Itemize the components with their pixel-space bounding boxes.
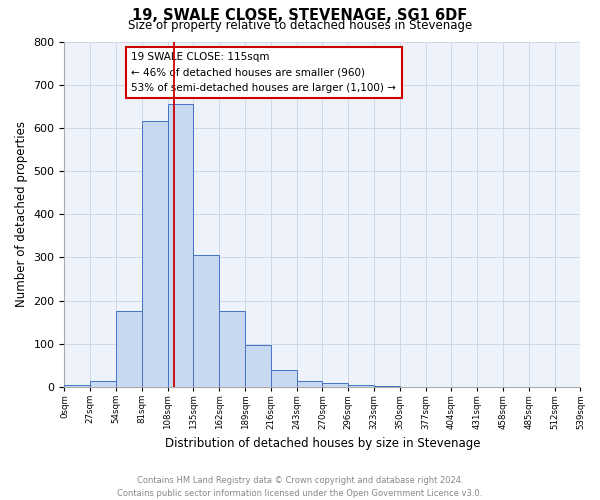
Bar — [348, 384, 374, 387]
Y-axis label: Number of detached properties: Number of detached properties — [15, 121, 28, 307]
Bar — [271, 370, 296, 387]
Bar — [167, 104, 193, 387]
Bar — [296, 381, 322, 387]
Bar — [142, 122, 167, 387]
Text: 19 SWALE CLOSE: 115sqm
← 46% of detached houses are smaller (960)
53% of semi-de: 19 SWALE CLOSE: 115sqm ← 46% of detached… — [131, 52, 397, 93]
Bar — [64, 384, 90, 387]
Bar — [245, 345, 271, 387]
Bar — [219, 312, 245, 387]
Text: 19, SWALE CLOSE, STEVENAGE, SG1 6DF: 19, SWALE CLOSE, STEVENAGE, SG1 6DF — [133, 8, 467, 22]
Bar — [90, 381, 116, 387]
X-axis label: Distribution of detached houses by size in Stevenage: Distribution of detached houses by size … — [165, 437, 480, 450]
Bar — [116, 312, 142, 387]
Bar — [322, 382, 348, 387]
Text: Contains HM Land Registry data © Crown copyright and database right 2024.
Contai: Contains HM Land Registry data © Crown c… — [118, 476, 482, 498]
Text: Size of property relative to detached houses in Stevenage: Size of property relative to detached ho… — [128, 18, 472, 32]
Bar — [193, 255, 219, 387]
Bar — [374, 386, 400, 387]
